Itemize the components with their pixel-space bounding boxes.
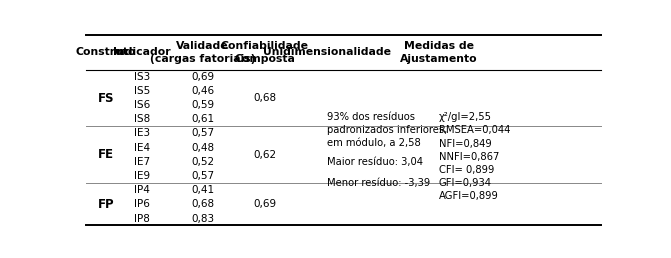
Text: IP4: IP4 [134, 185, 150, 195]
Text: Unidimensionalidade: Unidimensionalidade [263, 47, 391, 57]
Text: IS8: IS8 [134, 114, 150, 124]
Text: 0,61: 0,61 [191, 114, 214, 124]
Text: 0,69: 0,69 [253, 199, 276, 209]
Text: IP6: IP6 [134, 199, 150, 209]
Text: GFI=0,934: GFI=0,934 [439, 178, 492, 188]
Text: 0,68: 0,68 [191, 199, 214, 209]
Text: 0,48: 0,48 [191, 143, 214, 153]
Text: Validade
(cargas fatoriais): Validade (cargas fatoriais) [150, 41, 255, 63]
Text: IE4: IE4 [134, 143, 150, 153]
Text: IS5: IS5 [134, 86, 150, 96]
Text: 0,83: 0,83 [191, 214, 214, 224]
Text: 0,57: 0,57 [191, 128, 214, 139]
Text: 93% dos resíduos
padronizados inferiores,
em módulo, a 2,58: 93% dos resíduos padronizados inferiores… [327, 112, 448, 148]
Text: FE: FE [98, 148, 113, 161]
Text: RMSEA=0,044: RMSEA=0,044 [439, 125, 510, 135]
Text: Confiabilidade
Composta: Confiabilidade Composta [221, 41, 309, 63]
Text: IS6: IS6 [134, 100, 150, 110]
Text: 0,68: 0,68 [253, 93, 276, 103]
Text: 0,57: 0,57 [191, 171, 214, 181]
Text: IE3: IE3 [134, 128, 150, 139]
Text: Medidas de
Ajustamento: Medidas de Ajustamento [400, 41, 477, 63]
Text: 0,69: 0,69 [191, 72, 214, 82]
Text: FS: FS [97, 92, 114, 104]
Text: NFI=0,849: NFI=0,849 [439, 139, 491, 149]
Text: Construto: Construto [75, 47, 136, 57]
Text: IP8: IP8 [134, 214, 150, 224]
Text: 0,52: 0,52 [191, 157, 214, 167]
Text: IE7: IE7 [134, 157, 150, 167]
Text: 0,41: 0,41 [191, 185, 214, 195]
Text: 0,59: 0,59 [191, 100, 214, 110]
Text: IE9: IE9 [134, 171, 150, 181]
Text: Maior resíduo: 3,04: Maior resíduo: 3,04 [327, 157, 423, 167]
Text: FP: FP [97, 198, 114, 211]
Text: IS3: IS3 [134, 72, 150, 82]
Text: Indicador: Indicador [113, 47, 171, 57]
Text: NNFI=0,867: NNFI=0,867 [439, 152, 499, 162]
Text: χ²/gl=2,55: χ²/gl=2,55 [439, 112, 492, 122]
Text: Menor resíduo: -3,39: Menor resíduo: -3,39 [327, 178, 431, 188]
Text: CFI= 0,899: CFI= 0,899 [439, 165, 494, 175]
Text: AGFI=0,899: AGFI=0,899 [439, 191, 499, 201]
Text: 0,46: 0,46 [191, 86, 214, 96]
Text: 0,62: 0,62 [253, 150, 276, 160]
